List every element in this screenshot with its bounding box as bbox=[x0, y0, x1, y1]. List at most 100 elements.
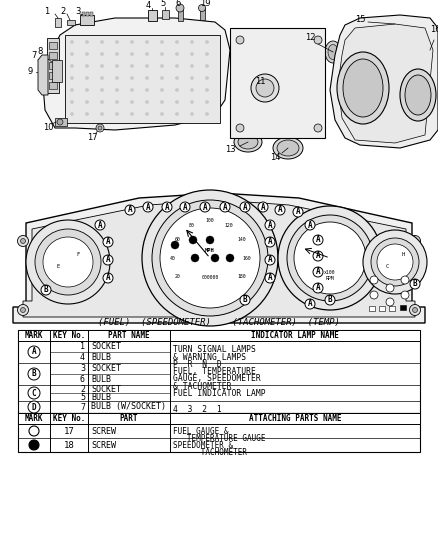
Text: (FUEL)  (SPEEDOMETER)    (TACHOMETER)  (TEMP): (FUEL) (SPEEDOMETER) (TACHOMETER) (TEMP) bbox=[98, 319, 340, 327]
Circle shape bbox=[371, 238, 419, 286]
Circle shape bbox=[189, 236, 197, 244]
Bar bbox=[18, 413, 420, 452]
Circle shape bbox=[116, 64, 119, 68]
Circle shape bbox=[413, 308, 417, 312]
Text: 15: 15 bbox=[355, 15, 365, 25]
Text: 7: 7 bbox=[80, 402, 85, 411]
Circle shape bbox=[160, 88, 163, 92]
Circle shape bbox=[125, 205, 135, 215]
Text: 16: 16 bbox=[430, 26, 438, 35]
Circle shape bbox=[160, 101, 163, 103]
Circle shape bbox=[145, 101, 148, 103]
Text: 19: 19 bbox=[200, 0, 210, 9]
Circle shape bbox=[205, 64, 208, 68]
Circle shape bbox=[100, 77, 103, 79]
Text: 4  3  2  1: 4 3 2 1 bbox=[173, 405, 222, 414]
Circle shape bbox=[386, 284, 394, 292]
Text: B: B bbox=[243, 295, 247, 304]
Text: F: F bbox=[76, 253, 80, 257]
Text: SPEEDOMETER &: SPEEDOMETER & bbox=[173, 441, 233, 450]
Text: A: A bbox=[32, 348, 36, 357]
Circle shape bbox=[191, 101, 194, 103]
Circle shape bbox=[71, 52, 74, 55]
Text: 20: 20 bbox=[175, 274, 181, 279]
Circle shape bbox=[145, 64, 148, 68]
Text: A: A bbox=[183, 203, 187, 212]
Circle shape bbox=[293, 207, 303, 217]
Circle shape bbox=[287, 215, 373, 301]
Ellipse shape bbox=[325, 41, 341, 63]
Text: E: E bbox=[57, 264, 60, 270]
Text: A: A bbox=[316, 268, 320, 277]
Text: SOCKET: SOCKET bbox=[91, 364, 121, 373]
Circle shape bbox=[413, 238, 417, 244]
Circle shape bbox=[71, 88, 74, 92]
Circle shape bbox=[160, 208, 260, 308]
Circle shape bbox=[265, 273, 275, 283]
Circle shape bbox=[98, 126, 102, 130]
Circle shape bbox=[160, 41, 163, 44]
Circle shape bbox=[256, 79, 274, 97]
Circle shape bbox=[152, 200, 268, 316]
Circle shape bbox=[100, 112, 103, 116]
Bar bbox=[400, 305, 406, 310]
Bar bbox=[82, 12, 85, 16]
Circle shape bbox=[278, 206, 382, 310]
Text: PART NAME: PART NAME bbox=[108, 331, 150, 340]
Circle shape bbox=[205, 41, 208, 44]
Circle shape bbox=[100, 41, 103, 44]
Bar bbox=[49, 42, 57, 49]
Bar bbox=[369, 305, 375, 311]
Text: 120: 120 bbox=[224, 223, 233, 229]
Polygon shape bbox=[338, 24, 433, 143]
Circle shape bbox=[85, 52, 88, 55]
Text: 4: 4 bbox=[80, 353, 85, 362]
Text: 10: 10 bbox=[43, 124, 53, 133]
Text: A: A bbox=[316, 236, 320, 245]
Text: SOCKET: SOCKET bbox=[91, 384, 121, 393]
Circle shape bbox=[160, 52, 163, 55]
Ellipse shape bbox=[273, 137, 303, 159]
Text: A: A bbox=[296, 207, 300, 216]
Ellipse shape bbox=[400, 69, 436, 121]
Text: BULB: BULB bbox=[91, 392, 111, 401]
Text: FUEL INDICATOR LAMP: FUEL INDICATOR LAMP bbox=[173, 389, 265, 398]
Text: A: A bbox=[307, 221, 312, 230]
Circle shape bbox=[176, 88, 179, 92]
Circle shape bbox=[116, 77, 119, 79]
Circle shape bbox=[236, 36, 244, 44]
Ellipse shape bbox=[343, 59, 383, 117]
Text: SOCKET: SOCKET bbox=[91, 342, 121, 351]
Circle shape bbox=[314, 36, 322, 44]
Circle shape bbox=[370, 291, 378, 299]
Bar bbox=[18, 330, 420, 341]
Circle shape bbox=[294, 222, 366, 294]
Circle shape bbox=[28, 387, 40, 399]
Circle shape bbox=[220, 202, 230, 212]
Text: ATTACHING PARTS NAME: ATTACHING PARTS NAME bbox=[249, 414, 341, 423]
Circle shape bbox=[145, 88, 148, 92]
Text: 6: 6 bbox=[175, 0, 181, 9]
Circle shape bbox=[410, 279, 420, 289]
Text: TURN SIGNAL LAMPS: TURN SIGNAL LAMPS bbox=[173, 345, 256, 354]
Circle shape bbox=[85, 41, 88, 44]
Text: SCREW: SCREW bbox=[91, 426, 116, 435]
Circle shape bbox=[85, 77, 88, 79]
Bar bbox=[55, 18, 61, 27]
Circle shape bbox=[160, 64, 163, 68]
Bar bbox=[49, 82, 57, 89]
Text: MPH: MPH bbox=[205, 247, 215, 253]
Circle shape bbox=[100, 101, 103, 103]
Circle shape bbox=[103, 255, 113, 265]
Bar bbox=[389, 305, 395, 311]
Circle shape bbox=[240, 202, 250, 212]
Text: & WARNING LAMPS: & WARNING LAMPS bbox=[173, 352, 246, 361]
Text: A: A bbox=[243, 203, 247, 212]
Circle shape bbox=[145, 52, 148, 55]
Circle shape bbox=[191, 112, 194, 116]
Bar bbox=[67, 20, 75, 25]
Circle shape bbox=[95, 220, 105, 230]
Text: FUEL GAUGE &: FUEL GAUGE & bbox=[173, 427, 229, 436]
Text: 140: 140 bbox=[238, 237, 246, 242]
Ellipse shape bbox=[277, 140, 299, 156]
